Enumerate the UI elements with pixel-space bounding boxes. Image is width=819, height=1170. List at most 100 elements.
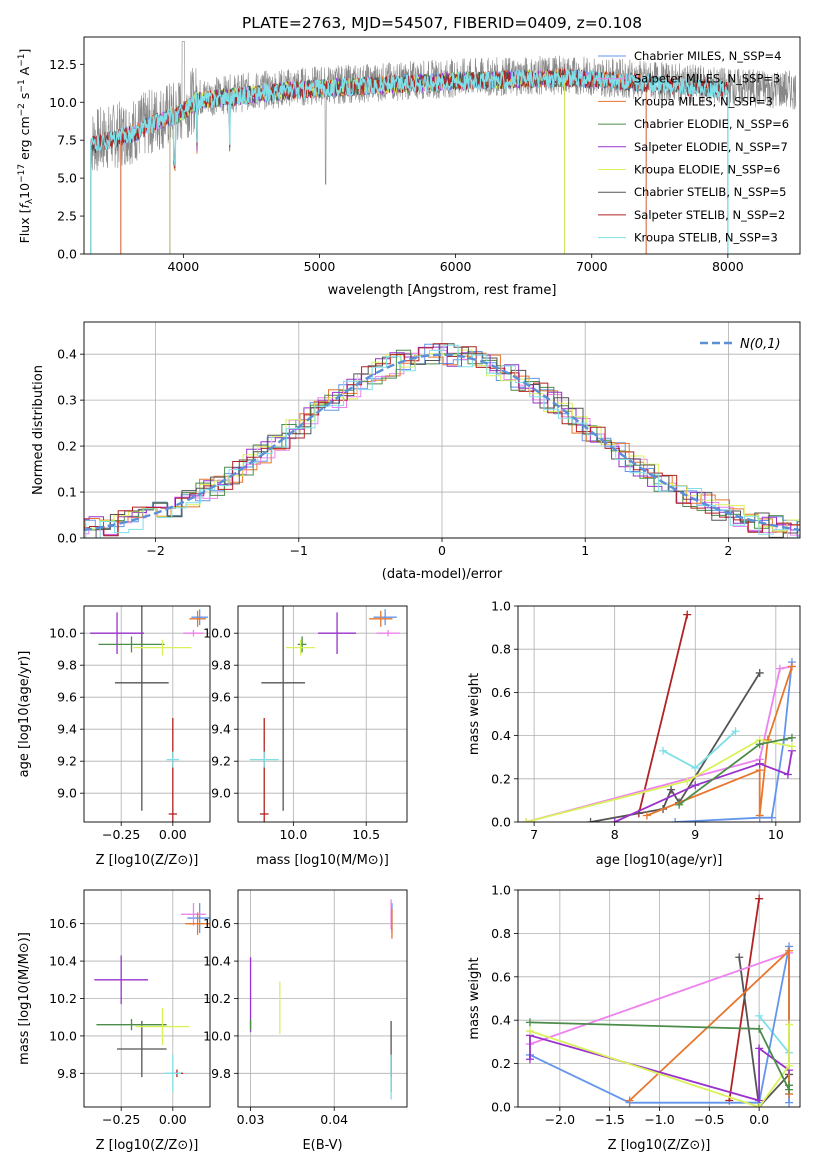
plot-area (84, 343, 800, 538)
legend-label: Salpeter STELIB, N_SSP=2 (634, 208, 785, 222)
x-tick-label: 10.5 (352, 827, 380, 842)
mass-weight-marker (787, 662, 796, 671)
panel-age_vs_mass: 10.0 10.5 9.0 9.2 9.4 9.6 9.8 10.0 mass [log10(M… (203, 605, 408, 868)
panel-mass_vs_Z: −0.25 0.00 9.8 10.0 10.2 10.4 10.6 Z [log10(Z/Z… (17, 889, 211, 1153)
errorbar-point-salpeter_miles (183, 630, 204, 637)
y-tick-label: 9.8 (211, 1066, 231, 1081)
mass-weight-marker (735, 953, 744, 962)
x-axis-label: E(B-V) (302, 1138, 342, 1153)
x-tick-label: 9 (691, 827, 699, 842)
mass-weight-marker (625, 1096, 634, 1105)
y-tick-label: 0.4 (57, 347, 77, 362)
errorbar-point-chabrier_stelib (117, 1020, 167, 1078)
y-tick-label: 0.2 (491, 771, 511, 786)
axes-frame (83, 321, 801, 539)
y-axis-label: mass weight (467, 673, 482, 755)
plot-area (90, 606, 208, 822)
mass-weight-marker (787, 742, 796, 751)
legend-label: Salpeter ELODIE, N_SSP=7 (634, 140, 788, 154)
x-axis-label: wavelength [Angstrom, rest frame] (328, 283, 557, 298)
x-tick-label: 8 (611, 827, 619, 842)
errorbar-point-kroupa_miles (185, 912, 210, 935)
mass-weight-marker (775, 664, 784, 673)
errorbar-point-kroupa_elodie (286, 639, 316, 656)
y-tick-label: 0.2 (57, 439, 77, 454)
y-tick-label: 0.1 (57, 485, 77, 500)
errorbar-point-kroupa_miles (189, 610, 206, 627)
mass-weight-marker (586, 818, 595, 822)
x-tick-label: −0.25 (102, 827, 140, 842)
y-tick-label: 12.5 (49, 57, 77, 72)
y-tick-label: 0.6 (491, 969, 511, 984)
y-tick-label: 0.0 (57, 531, 77, 546)
mass-weight-marker (691, 781, 700, 790)
mass-weight-marker (787, 733, 796, 742)
y-tick-label: 10.6 (203, 916, 231, 931)
mass-weight-marker (659, 746, 668, 755)
x-tick-label: 0.00 (159, 827, 187, 842)
mass-weight-marker (675, 800, 684, 809)
y-tick-label: 0.0 (491, 1100, 511, 1115)
y-tick-label: 10.0 (203, 1028, 231, 1043)
errorbar-point-salpeter_elodie (318, 612, 357, 654)
y-tick-label: 0.0 (57, 247, 77, 262)
mass-weight-marker (767, 813, 776, 822)
y-tick-label: 0.8 (491, 642, 511, 657)
errorbar-point-chabrier_elodie (96, 1019, 167, 1031)
legend-label: Salpeter MILES, N_SSP=3 (634, 72, 780, 86)
errorbar-point-chabrier_miles (187, 903, 210, 934)
y-tick-label: 10.2 (203, 991, 231, 1006)
axes-frame (83, 889, 211, 1108)
legend-label-gaussian: N(0,1) (740, 337, 781, 352)
histogram-kroupa_stelib (84, 344, 800, 538)
mass-weight-marker (522, 818, 531, 822)
x-tick-label: 8000 (712, 259, 744, 274)
y-tick-label: 10.0 (49, 626, 77, 641)
model-spectrum-chabrier_stelib (90, 68, 729, 254)
mass-weight-line-salpeter_miles (525, 665, 793, 822)
y-tick-label: 9.4 (57, 722, 77, 737)
errorbar-point-salpeter_elodie (94, 955, 149, 1005)
errorbar-point-chabrier_miles (373, 609, 397, 626)
histogram-salpeter_stelib (84, 343, 800, 537)
x-tick-label: 0.03 (237, 1112, 265, 1127)
mass-weight-marker (755, 740, 764, 749)
y-axis-label: age [log10(age/yr)] (17, 651, 32, 778)
legend-label: Chabrier ELODIE, N_SSP=6 (634, 117, 789, 131)
mass-weight-marker (785, 1020, 794, 1029)
mass-weight-marker (755, 1044, 764, 1053)
y-tick-label: 9.4 (211, 722, 231, 737)
x-tick-label: 7 (530, 827, 538, 842)
model-spectrum-kroupa_stelib (90, 68, 729, 254)
y-axis-label: mass [log10(M/M⊙)] (17, 932, 32, 1065)
x-tick-label: 7000 (576, 259, 608, 274)
y-tick-label: 10.6 (49, 916, 77, 931)
y-tick-label: 1.0 (491, 883, 511, 898)
y-tick-label: 0.0 (491, 815, 511, 830)
axes-frame (83, 36, 801, 255)
y-tick-label: 10.2 (49, 991, 77, 1006)
mass-weight-marker (755, 1103, 764, 1107)
panel-residuals: −2 −1 0 1 2 0.0 0.1 0.2 0.3 0.4 (data-model)/error… (31, 321, 801, 582)
errorbar-point-kroupa_stelib (249, 751, 279, 768)
gaussian-curve (84, 353, 800, 532)
x-axis-label: mass [log10(M/M⊙)] (256, 853, 389, 868)
mass-weight-marker (785, 946, 794, 955)
legend-label: Chabrier STELIB, N_SSP=5 (634, 185, 786, 199)
y-tick-label: 0.4 (491, 1013, 511, 1028)
x-tick-label: −2.0 (545, 1112, 575, 1127)
y-tick-label: 10.4 (49, 954, 77, 969)
x-tick-label: 0.00 (159, 1112, 187, 1127)
errorbar-point-kroupa_miles (369, 610, 393, 627)
y-tick-label: 9.8 (211, 658, 231, 673)
axes-frame (517, 889, 801, 1108)
errorbar-point-salpeter_stelib (259, 718, 269, 822)
x-tick-label: −0.5 (694, 1112, 724, 1127)
x-axis-label: (data-model)/error (382, 567, 503, 582)
y-tick-label: 9.0 (211, 786, 231, 801)
x-tick-label: 1 (581, 543, 589, 558)
errorbar-point-salpeter_stelib (168, 718, 177, 822)
errorbar-point-kroupa_stelib (166, 751, 180, 768)
panel-spectrum: 4000 5000 6000 7000 8000 0.0 2.5 5.0 7.5 10.0 12.5… (17, 14, 801, 298)
errorbar-point-salpeter_elodie (90, 612, 144, 654)
